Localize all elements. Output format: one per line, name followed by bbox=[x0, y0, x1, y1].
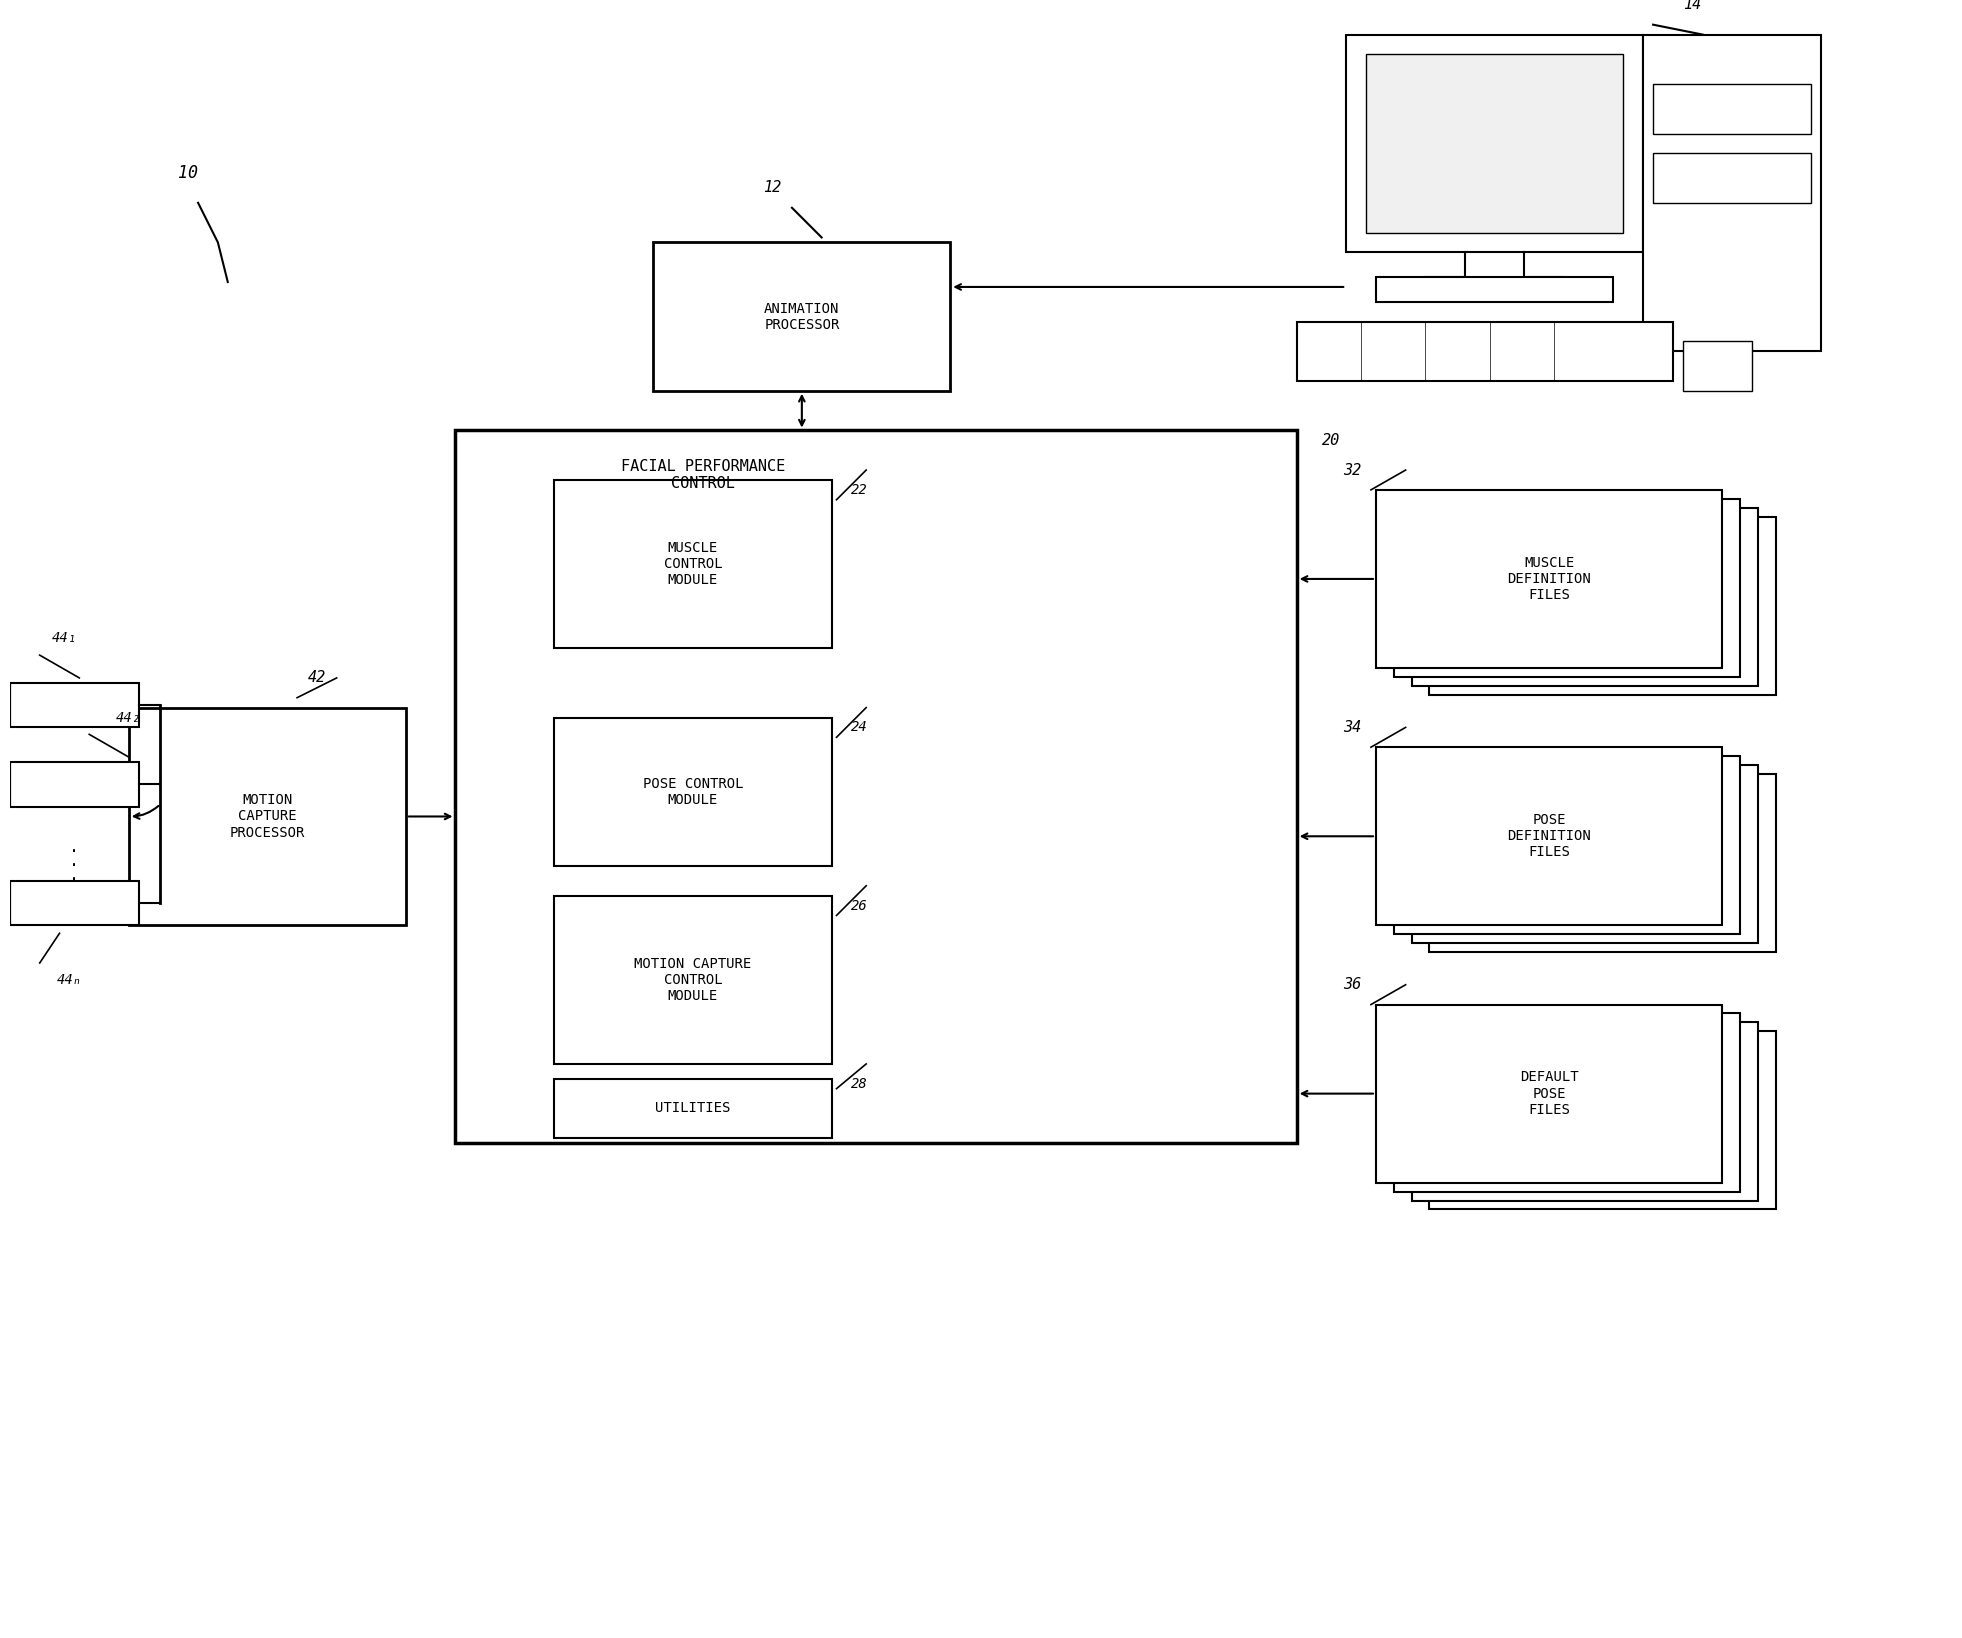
FancyBboxPatch shape bbox=[1654, 84, 1811, 134]
Text: MOTION
CAPTURE
PROCESSOR: MOTION CAPTURE PROCESSOR bbox=[230, 793, 304, 840]
Text: FACIAL PERFORMANCE
CONTROL: FACIAL PERFORMANCE CONTROL bbox=[620, 459, 785, 491]
FancyBboxPatch shape bbox=[1366, 54, 1623, 233]
Text: 24: 24 bbox=[852, 721, 867, 734]
Text: .
.
.: . . . bbox=[69, 839, 78, 885]
Text: UTILITIES: UTILITIES bbox=[655, 1101, 730, 1115]
FancyBboxPatch shape bbox=[1346, 34, 1642, 252]
FancyBboxPatch shape bbox=[1642, 34, 1821, 351]
FancyBboxPatch shape bbox=[1411, 1022, 1758, 1201]
Text: 14: 14 bbox=[1683, 0, 1701, 13]
FancyBboxPatch shape bbox=[1393, 757, 1740, 934]
FancyBboxPatch shape bbox=[1411, 508, 1758, 686]
FancyBboxPatch shape bbox=[555, 717, 832, 867]
Text: DEFAULT
POSE
FILES: DEFAULT POSE FILES bbox=[1521, 1070, 1579, 1117]
Text: MOTION CAPTURE
CONTROL
MODULE: MOTION CAPTURE CONTROL MODULE bbox=[634, 957, 751, 1002]
FancyBboxPatch shape bbox=[1393, 498, 1740, 676]
FancyBboxPatch shape bbox=[1375, 490, 1723, 668]
FancyBboxPatch shape bbox=[455, 431, 1297, 1143]
FancyBboxPatch shape bbox=[1683, 341, 1752, 391]
Text: MUSCLE
CONTROL
MODULE: MUSCLE CONTROL MODULE bbox=[663, 541, 722, 588]
Text: 34: 34 bbox=[1342, 721, 1362, 735]
FancyBboxPatch shape bbox=[555, 896, 832, 1065]
FancyBboxPatch shape bbox=[1654, 154, 1811, 203]
Text: 28: 28 bbox=[852, 1076, 867, 1091]
Text: 12: 12 bbox=[763, 180, 781, 195]
FancyBboxPatch shape bbox=[10, 762, 139, 806]
Text: 36: 36 bbox=[1342, 978, 1362, 993]
FancyBboxPatch shape bbox=[1375, 277, 1613, 301]
FancyBboxPatch shape bbox=[1411, 765, 1758, 943]
Text: 20: 20 bbox=[1322, 432, 1340, 447]
FancyBboxPatch shape bbox=[10, 683, 139, 727]
Text: POSE
DEFINITION
FILES: POSE DEFINITION FILES bbox=[1507, 812, 1591, 860]
Text: 42: 42 bbox=[308, 670, 326, 685]
FancyBboxPatch shape bbox=[1393, 1014, 1740, 1191]
Text: POSE CONTROL
MODULE: POSE CONTROL MODULE bbox=[644, 776, 744, 808]
Text: 44₁: 44₁ bbox=[51, 631, 77, 645]
Text: 22: 22 bbox=[852, 483, 867, 496]
Text: 26: 26 bbox=[852, 899, 867, 912]
FancyBboxPatch shape bbox=[555, 480, 832, 649]
FancyBboxPatch shape bbox=[555, 1079, 832, 1138]
Text: 44ₙ: 44ₙ bbox=[57, 973, 82, 986]
FancyBboxPatch shape bbox=[1297, 321, 1674, 382]
FancyBboxPatch shape bbox=[10, 881, 139, 925]
FancyBboxPatch shape bbox=[129, 708, 406, 925]
Text: MUSCLE
DEFINITION
FILES: MUSCLE DEFINITION FILES bbox=[1507, 555, 1591, 603]
FancyBboxPatch shape bbox=[1375, 1004, 1723, 1183]
FancyBboxPatch shape bbox=[1375, 747, 1723, 925]
FancyBboxPatch shape bbox=[1430, 516, 1776, 695]
Text: 10: 10 bbox=[179, 164, 198, 182]
FancyBboxPatch shape bbox=[1430, 1032, 1776, 1209]
FancyBboxPatch shape bbox=[653, 242, 950, 391]
Text: ANIMATION
PROCESSOR: ANIMATION PROCESSOR bbox=[763, 301, 840, 333]
Text: 44₂: 44₂ bbox=[116, 711, 141, 724]
Text: 32: 32 bbox=[1342, 462, 1362, 478]
FancyBboxPatch shape bbox=[1430, 773, 1776, 952]
